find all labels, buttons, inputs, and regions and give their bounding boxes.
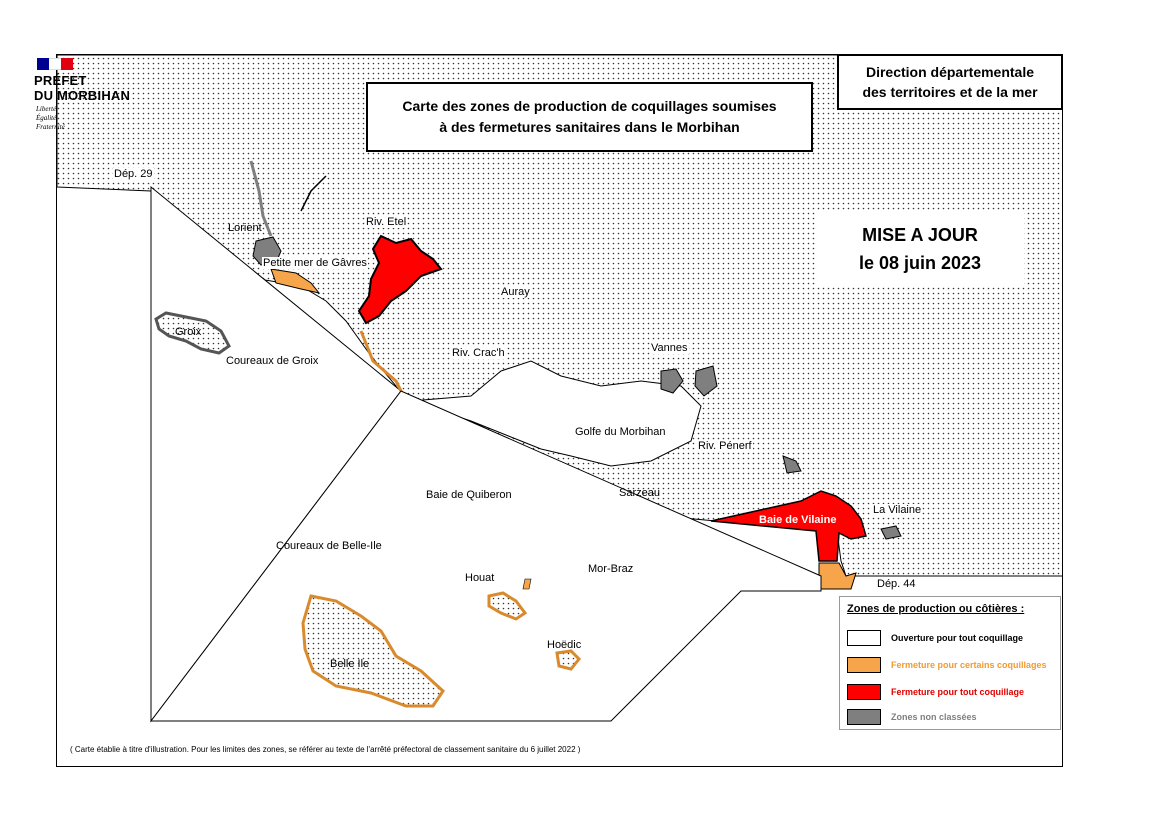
vilaine-closure — [710, 490, 867, 562]
label-groix: Groix — [175, 326, 202, 338]
motto-liberte: Liberté — [36, 105, 57, 113]
footnote: ( Carte établie à titre d'illustration. … — [70, 745, 581, 754]
label-houat: Houat — [465, 572, 495, 584]
legend-swatch-unclassified — [847, 709, 881, 725]
update-line1: MISE A JOUR — [862, 225, 978, 245]
vilaine-unclassified — [880, 525, 902, 540]
motto-fraternite: Fraternité — [36, 123, 65, 131]
marianne-flag-icon — [37, 58, 73, 70]
etel-closure — [357, 234, 443, 325]
label-gavres: Petite mer de Gâvres — [262, 257, 368, 269]
flag-red — [61, 58, 73, 70]
golfe-open — [410, 360, 702, 467]
label-auray: Auray — [500, 286, 531, 298]
logo-line2: DU MORBIHAN — [34, 88, 131, 103]
gavres-partial — [270, 268, 321, 294]
penerf-unclassified — [782, 455, 802, 474]
label-coureaux-groix: Coureaux de Groix — [226, 355, 319, 367]
agency-line2: des territoires et de la mer — [862, 84, 1038, 100]
legend-swatch-partial — [847, 657, 881, 673]
river-scorff — [300, 175, 327, 212]
map-frame — [56, 54, 1063, 767]
motto-egalite: Égalité — [36, 114, 57, 122]
agency-box: Direction départementale des territoires… — [837, 54, 1063, 110]
hoedic-island — [555, 649, 582, 671]
legend-label-partial: Fermeture pour certains coquillages — [891, 660, 1047, 670]
label-golfe: Golfe du Morbihan — [575, 426, 666, 438]
legend-swatch-full — [847, 684, 881, 700]
label-mor-braz: Mor-Braz — [588, 563, 634, 575]
label-quiberon: Baie de Quiberon — [426, 489, 512, 501]
label-sarzeau: Sarzeau — [619, 487, 660, 499]
legend-row-unclassified: Zones non classées — [847, 708, 977, 726]
label-penerf: Riv. Pénerf — [697, 440, 753, 452]
label-hoedic: Hoëdic — [547, 639, 582, 651]
label-etel: Riv. Etel — [365, 216, 408, 228]
legend-title: Zones de production ou côtières : — [847, 603, 1025, 615]
update-line2: le 08 juin 2023 — [858, 253, 982, 273]
east-unclassified — [694, 365, 718, 397]
legend-label-unclassified: Zones non classées — [891, 712, 977, 722]
river-blavet — [249, 160, 273, 237]
houat-island — [487, 591, 528, 621]
prefecture-logo: PRÉFET DU MORBIHAN Liberté Égalité Frate… — [34, 58, 146, 138]
flag-white — [49, 58, 61, 70]
label-crach: Riv. Crac'h — [451, 347, 506, 359]
legend-swatch-open — [847, 630, 881, 646]
belle-ile-island — [301, 594, 445, 708]
legend-label-open: Ouverture pour tout coquillage — [891, 633, 1024, 643]
map-canvas — [57, 55, 1062, 723]
houat-islet — [522, 578, 532, 590]
legend-row-full: Fermeture pour tout coquillage — [847, 683, 1024, 701]
label-dep29: Dép. 29 — [113, 168, 154, 180]
label-belle-ile: Belle Ile — [330, 658, 370, 670]
title-line2: à des fermetures sanitaires dans le Morb… — [439, 119, 740, 135]
label-dep44: Dép. 44 — [876, 578, 917, 590]
label-lorient: Lorient — [228, 222, 262, 234]
legend-row-open: Ouverture pour tout coquillage — [847, 629, 1023, 647]
legend-row-partial: Fermeture pour certains coquillages — [847, 656, 1047, 674]
flag-blue — [37, 58, 49, 70]
map-title: Carte des zones de production de coquill… — [366, 82, 813, 152]
vannes-unclassified — [660, 368, 684, 394]
logo-line1: PRÉFET — [34, 73, 87, 88]
legend-label-full: Fermeture pour tout coquillage — [891, 687, 1025, 697]
map-legend: Zones de production ou côtières : Ouvert… — [839, 596, 1061, 730]
label-coureaux-belle-ile: Coureaux de Belle-Ile — [276, 540, 382, 552]
label-vannes: Vannes — [650, 342, 689, 354]
update-box: MISE A JOUR le 08 juin 2023 — [816, 211, 1024, 287]
label-vilaine: La Vilaine — [872, 504, 923, 516]
agency-line1: Direction départementale — [865, 64, 1035, 80]
label-vilaine-bay: Baie de Vilaine — [759, 514, 837, 526]
groix-island — [154, 311, 231, 355]
title-line1: Carte des zones de production de coquill… — [402, 98, 777, 114]
